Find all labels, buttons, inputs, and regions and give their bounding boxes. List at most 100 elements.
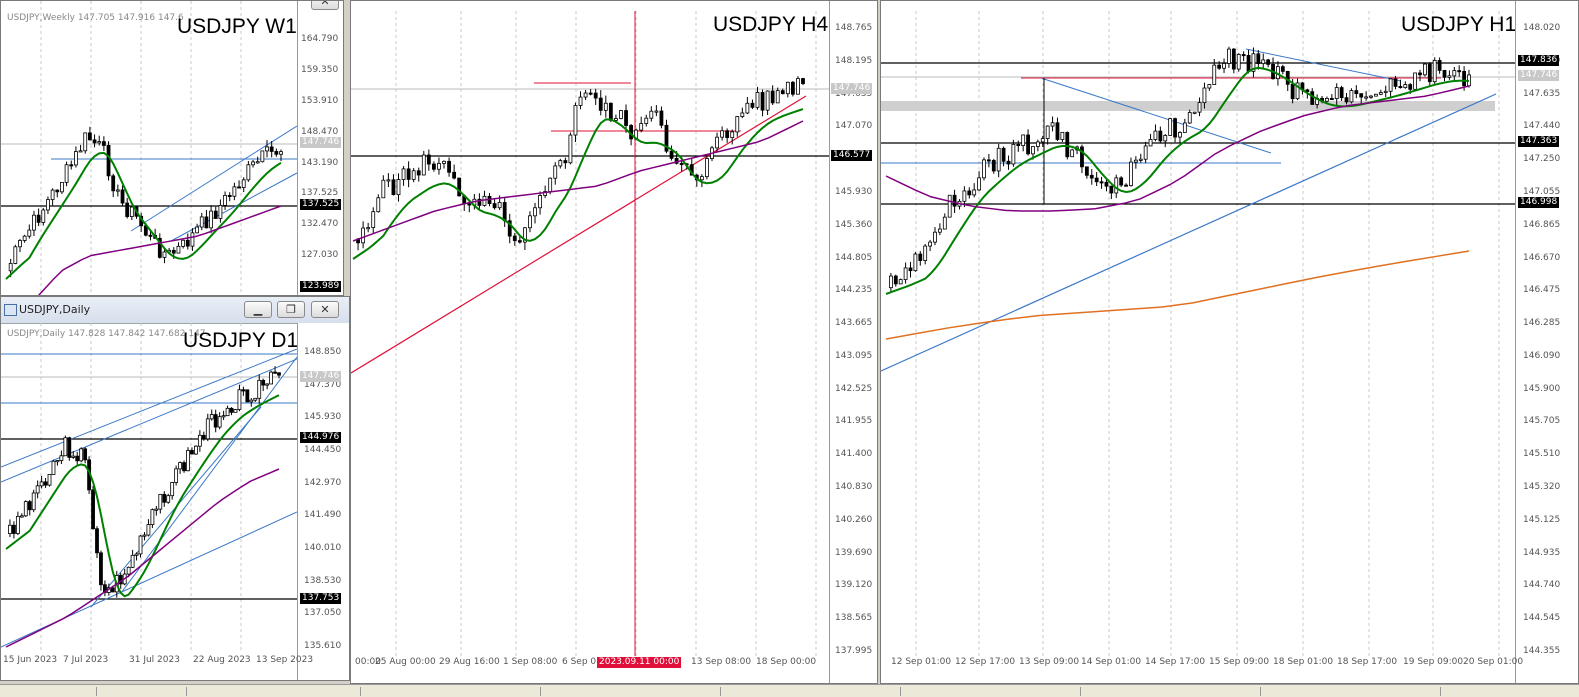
candle-body — [59, 455, 64, 461]
price-tick-label: 148.020 — [1523, 23, 1561, 33]
price-tick-label: 144.935 — [1523, 547, 1561, 558]
ma-slow-line — [885, 85, 1470, 212]
weekly-price-axis[interactable] — [297, 1, 343, 295]
candle-body — [1163, 135, 1168, 142]
candle-body — [982, 159, 986, 179]
status-cell — [1260, 687, 1261, 696]
candle-body — [87, 132, 92, 141]
daily-title-bar[interactable]: USDJPY,Daily ▁ ❐ ✕ — [1, 297, 349, 324]
candle-body — [1413, 72, 1418, 90]
price-level-tag: 144.976 — [300, 432, 342, 443]
candle-body — [725, 130, 730, 138]
daily-price-axis[interactable] — [297, 323, 349, 680]
h1-chart-window[interactable]: USDJPY H1 148.020147.830147.635147.44014… — [880, 0, 1579, 684]
h1-price-axis[interactable] — [1515, 1, 1578, 683]
candle-body — [185, 239, 190, 247]
h1-symbol-label: USDJPY H1 — [1401, 13, 1517, 36]
restore-button[interactable]: ❐ — [277, 301, 305, 318]
candle-body — [223, 195, 227, 206]
candle-body — [770, 90, 775, 104]
candle-body — [279, 151, 283, 155]
candle-body — [1246, 54, 1251, 72]
candle-body — [111, 175, 116, 192]
candle-body — [624, 110, 628, 126]
candle-body — [715, 136, 719, 149]
candle-body — [977, 177, 981, 191]
price-tick-label: 144.450 — [304, 445, 342, 455]
price-tick-label: 137.525 — [301, 188, 339, 199]
candle-body — [1089, 174, 1094, 179]
weekly-close-button[interactable]: ✕ — [311, 1, 339, 10]
weekly-chart-canvas[interactable] — [1, 1, 297, 296]
time-tick-label: 18 Sep 01:00 — [1273, 657, 1334, 667]
status-cell — [1080, 687, 1081, 696]
status-cell — [360, 687, 361, 696]
candle-body — [95, 528, 99, 554]
candle-body — [71, 455, 76, 458]
daily-chart-canvas[interactable] — [1, 297, 297, 681]
price-level-tag: 147.746 — [1518, 70, 1560, 81]
candle-body — [913, 253, 918, 272]
candle-body — [91, 489, 95, 530]
h1-chart-canvas[interactable] — [881, 1, 1515, 684]
candle-body — [1418, 72, 1422, 76]
candle-body — [55, 460, 60, 463]
candle-body — [1006, 160, 1011, 165]
minimize-button[interactable]: ▁ — [244, 301, 272, 318]
price-tick-label: 138.530 — [304, 575, 342, 586]
candle-body — [232, 186, 237, 197]
candle-body — [23, 501, 28, 517]
candle-body — [1393, 78, 1398, 87]
price-tick-label: 146.865 — [1523, 219, 1561, 230]
candle-body — [166, 495, 171, 503]
candle-body — [416, 170, 421, 176]
candle-body — [528, 215, 532, 229]
weekly-chart-window[interactable]: USDJPY,Weekly 147.705 147.916 147.6 USDJ… — [0, 0, 344, 296]
candle-body — [209, 414, 214, 420]
price-level-tag: 137.525 — [300, 199, 342, 210]
candle-body — [74, 151, 78, 166]
candle-body — [740, 112, 745, 117]
candle-body — [406, 168, 411, 180]
candle-body — [217, 416, 222, 428]
candle-body — [12, 524, 16, 534]
price-tick-label: 145.930 — [304, 412, 342, 423]
price-tick-label: 144.545 — [1523, 613, 1561, 624]
candle-body — [1432, 60, 1437, 83]
candle-body — [142, 534, 147, 537]
falling-trend-line — [1245, 48, 1402, 82]
candle-body — [8, 524, 12, 535]
time-tick-label: 15 Sep 09:00 — [1209, 657, 1270, 667]
candle-body — [1143, 145, 1148, 160]
candle-body — [366, 227, 371, 230]
candle-body — [538, 195, 542, 209]
candle-body — [790, 81, 795, 95]
h4-chart-canvas[interactable] — [351, 1, 829, 684]
candle-body — [269, 371, 273, 385]
candle-body — [178, 462, 182, 470]
candle-body — [64, 164, 69, 183]
h4-chart-window[interactable]: USDJPY H4 148.765148.195147.635147.07014… — [350, 0, 878, 684]
candle-body — [233, 409, 238, 413]
candle-body — [583, 92, 588, 98]
time-tick-label: 22 Aug 2023 — [193, 655, 251, 665]
close-button[interactable]: ✕ — [311, 301, 339, 318]
candle-body — [972, 189, 977, 196]
daily-chart-window[interactable]: USDJPY,Daily ▁ ❐ ✕ USDJPY,Daily 147.828 … — [0, 296, 350, 681]
candle-body — [1001, 147, 1006, 162]
candle-body — [381, 179, 386, 199]
candle-body — [1212, 64, 1217, 85]
candle-body — [36, 214, 41, 223]
candle-body — [225, 407, 230, 417]
candle-body — [67, 437, 72, 458]
candle-body — [437, 163, 441, 170]
candle-body — [41, 209, 46, 223]
candle-body — [421, 154, 426, 176]
time-tick-label: 15 Jun 2023 — [3, 655, 58, 665]
candle-body — [130, 554, 135, 568]
candle-body — [614, 118, 618, 121]
candle-body — [401, 168, 406, 180]
close-icon: ✕ — [320, 303, 330, 316]
h4-price-axis[interactable] — [829, 1, 877, 683]
price-tick-label: 143.665 — [835, 318, 873, 329]
